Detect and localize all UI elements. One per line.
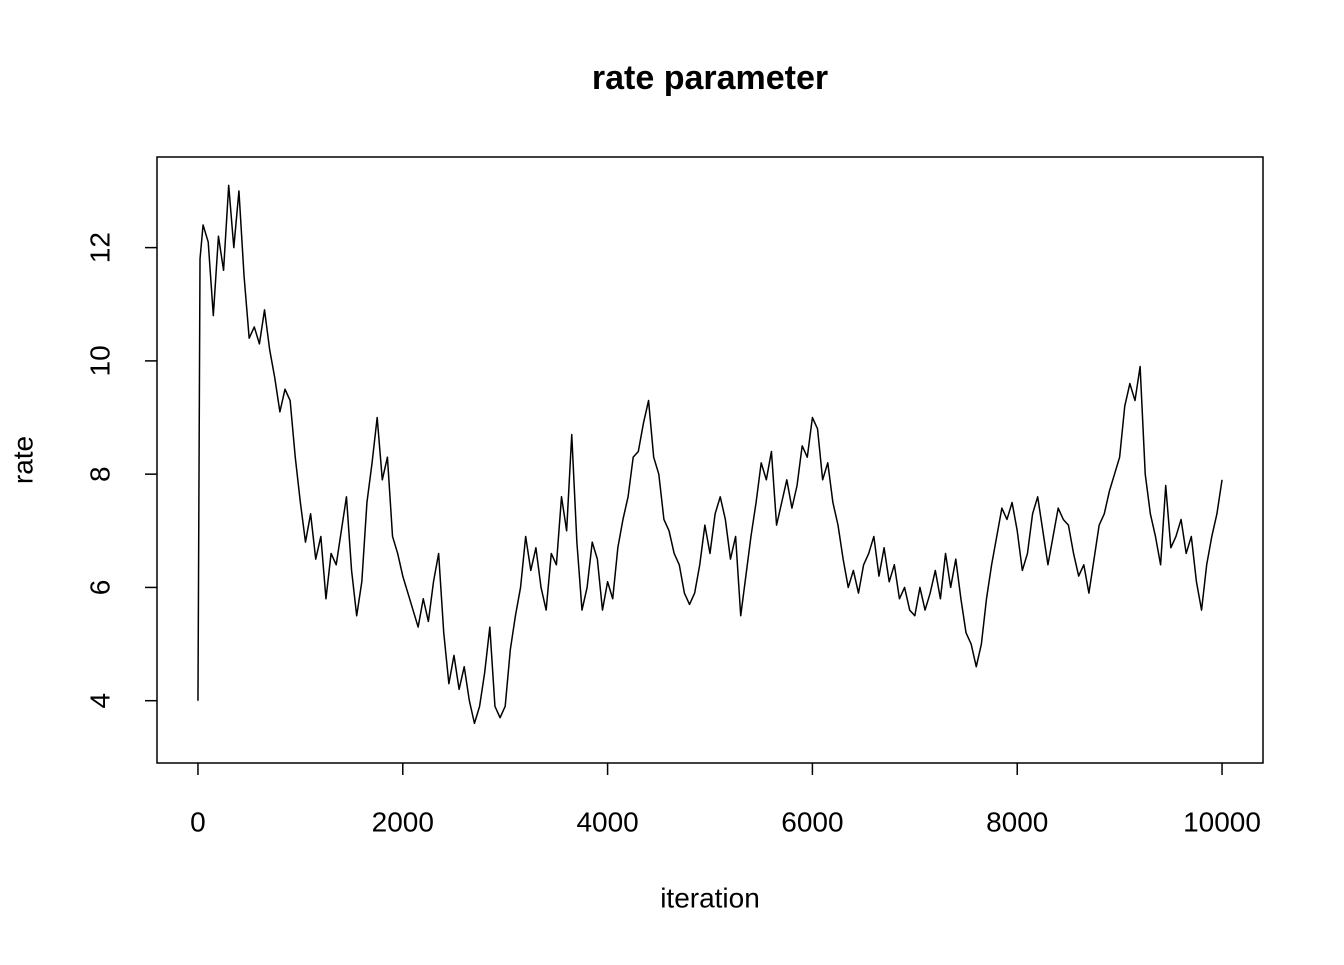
- x-tick-label: 6000: [781, 806, 843, 837]
- x-tick-label: 8000: [986, 806, 1048, 837]
- y-tick-label: 4: [84, 693, 115, 709]
- x-tick-label: 2000: [372, 806, 434, 837]
- y-tick-label: 8: [84, 466, 115, 482]
- x-axis-label: iteration: [660, 882, 760, 913]
- y-axis-label: rate: [7, 436, 38, 484]
- x-tick-label: 10000: [1183, 806, 1261, 837]
- plot-box: [156, 156, 1264, 764]
- chart-title: rate parameter: [592, 59, 828, 97]
- y-tick-label: 12: [84, 232, 115, 263]
- x-tick-label: 4000: [576, 806, 638, 837]
- x-tick-label: 0: [190, 806, 206, 837]
- y-tick-label: 6: [84, 580, 115, 596]
- line-series: [197, 184, 1223, 725]
- y-tick-label: 10: [84, 345, 115, 376]
